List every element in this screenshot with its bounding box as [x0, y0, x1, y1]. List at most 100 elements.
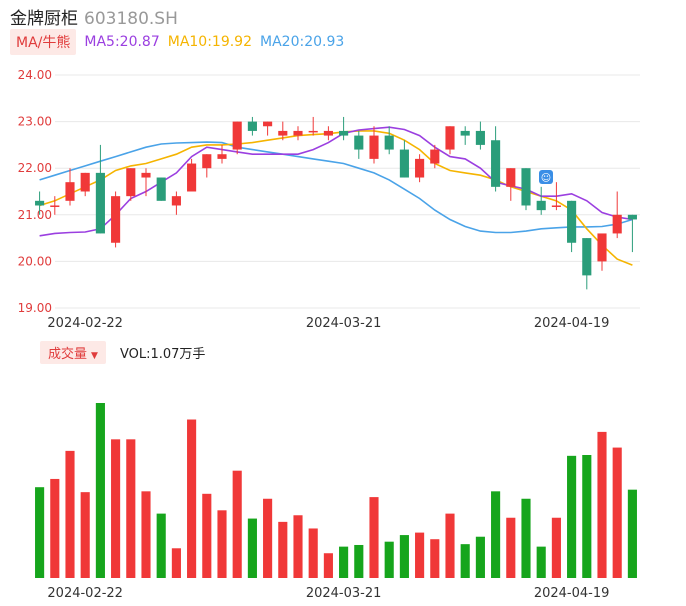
candle-body	[582, 238, 592, 276]
candle-body	[627, 214, 637, 220]
volume-tab-label: 成交量	[48, 346, 88, 362]
volume-bar[interactable]	[95, 403, 105, 578]
candle[interactable]	[278, 121, 288, 141]
candle[interactable]	[384, 126, 394, 155]
candle[interactable]	[35, 191, 45, 215]
candle-body	[475, 130, 485, 145]
y-tick-label: 24.00	[18, 68, 52, 82]
volume-bar[interactable]	[506, 517, 516, 578]
candle[interactable]	[111, 191, 121, 248]
volume-bar[interactable]	[354, 544, 364, 578]
volume-bar[interactable]	[551, 517, 561, 578]
volume-bar[interactable]	[567, 455, 577, 578]
volume-bar[interactable]	[582, 455, 592, 578]
candle[interactable]	[65, 168, 75, 206]
volume-bar[interactable]	[369, 497, 379, 578]
volume-bar[interactable]	[232, 470, 242, 578]
candle[interactable]	[627, 214, 637, 253]
candle[interactable]	[141, 168, 151, 197]
candle[interactable]	[521, 168, 531, 211]
volume-bar[interactable]	[536, 546, 546, 578]
volume-bar[interactable]	[445, 513, 455, 578]
candle[interactable]	[445, 126, 455, 155]
volume-bar[interactable]	[339, 546, 349, 578]
candle[interactable]	[323, 126, 333, 141]
candle[interactable]	[430, 144, 440, 169]
candle-body	[415, 158, 425, 178]
candle[interactable]	[247, 116, 257, 136]
volume-bar[interactable]	[141, 491, 151, 578]
candle[interactable]	[551, 182, 561, 211]
volume-bar[interactable]	[323, 553, 333, 578]
candle[interactable]	[597, 233, 607, 271]
volume-bar[interactable]	[278, 521, 288, 578]
candle[interactable]	[399, 140, 409, 178]
candle[interactable]	[308, 116, 318, 136]
ma-indicator-tab[interactable]: MA/牛熊	[10, 29, 77, 55]
volume-bar[interactable]	[263, 498, 273, 578]
candle[interactable]	[171, 191, 181, 215]
volume-bar[interactable]	[50, 478, 60, 578]
candle-body	[384, 135, 394, 150]
volume-bar[interactable]	[80, 492, 90, 578]
candle[interactable]	[156, 177, 166, 201]
candle[interactable]	[354, 130, 364, 159]
volume-bar[interactable]	[415, 532, 425, 578]
candle[interactable]	[415, 154, 425, 183]
volume-bar[interactable]	[460, 544, 470, 578]
event-marker[interactable]: ☺	[539, 170, 553, 184]
volume-bar[interactable]	[65, 450, 75, 578]
volume-bar[interactable]	[156, 513, 166, 578]
candle[interactable]	[491, 126, 501, 192]
candle-body	[187, 163, 197, 192]
candle[interactable]	[50, 196, 60, 215]
volume-bar[interactable]	[597, 431, 607, 578]
candle[interactable]	[460, 126, 470, 145]
volume-bar[interactable]	[111, 439, 121, 578]
volume-bar[interactable]	[217, 510, 227, 578]
volume-bar[interactable]	[126, 439, 136, 578]
stock-code: 603180.SH	[84, 9, 178, 29]
candle[interactable]	[369, 126, 379, 164]
candle[interactable]	[612, 191, 622, 239]
candle[interactable]	[187, 158, 197, 192]
candle[interactable]	[582, 238, 592, 290]
candle[interactable]	[126, 168, 136, 201]
candle[interactable]	[339, 116, 349, 141]
candle[interactable]	[263, 121, 273, 136]
candle[interactable]	[95, 144, 105, 234]
volume-bar[interactable]	[202, 493, 212, 578]
volume-bar[interactable]	[612, 447, 622, 578]
candle[interactable]	[475, 121, 485, 150]
volume-bar[interactable]	[293, 515, 303, 578]
candle-body	[50, 205, 60, 207]
volume-bar[interactable]	[399, 535, 409, 578]
volume-bar[interactable]	[247, 518, 257, 578]
volume-bar[interactable]	[308, 528, 318, 578]
candle-body	[399, 149, 409, 178]
volume-bar[interactable]	[384, 541, 394, 578]
ma-lines	[39, 126, 633, 266]
candle[interactable]	[536, 186, 546, 215]
volume-bar[interactable]	[491, 491, 501, 578]
candle[interactable]	[80, 172, 90, 197]
volume-indicator-tab[interactable]: 成交量 ▼	[40, 340, 106, 364]
candle-body	[202, 154, 212, 169]
y-tick-label: 22.00	[18, 161, 52, 175]
volume-bar[interactable]	[475, 536, 485, 578]
candle-body	[551, 205, 561, 207]
volume-bar[interactable]	[627, 489, 637, 578]
candle[interactable]	[232, 121, 242, 155]
candle[interactable]	[202, 154, 212, 178]
volume-bar[interactable]	[430, 539, 440, 578]
candle-body	[217, 154, 227, 159]
candle[interactable]	[293, 126, 303, 141]
volume-bar[interactable]	[35, 487, 45, 578]
volume-bar[interactable]	[521, 498, 531, 578]
candle[interactable]	[217, 144, 227, 164]
volume-bar[interactable]	[171, 548, 181, 578]
candle[interactable]	[506, 168, 516, 201]
candle[interactable]	[567, 200, 577, 253]
volume-bar[interactable]	[187, 419, 197, 578]
candle-body	[460, 130, 470, 136]
